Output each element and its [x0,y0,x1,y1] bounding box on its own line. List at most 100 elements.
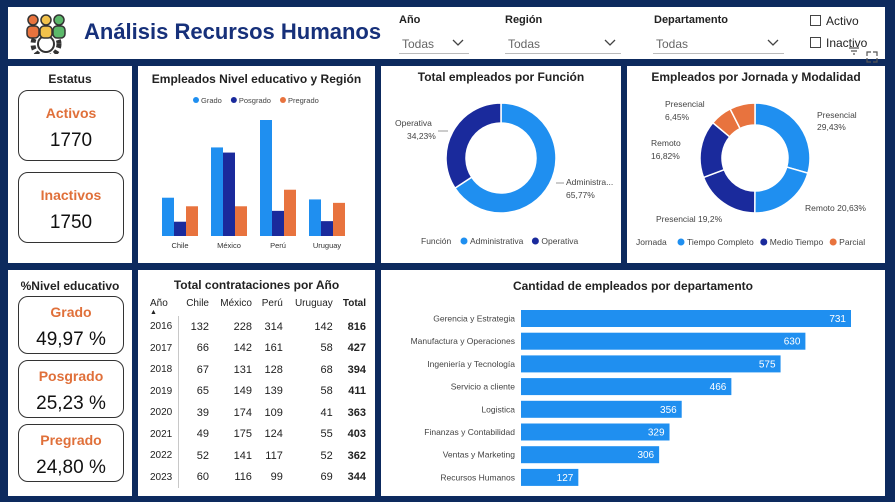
checkbox-activo[interactable]: Activo [810,14,859,28]
col-header-chile[interactable]: Chile [186,298,209,309]
checkbox-box[interactable] [810,37,821,48]
table-row: 2018 67 131 128 68 394 [147,359,369,381]
value-cell: 314 [264,320,283,333]
nivel-percent-panel: %Nivel educativo Grado 49,97 % Posgrado … [8,270,132,496]
chevron-down-icon [767,39,779,46]
checkbox-inactivo-label: Inactivo [826,36,868,50]
col-header-mexico[interactable]: México [220,298,252,309]
filter-icon[interactable] [847,44,861,58]
total-cell: 403 [347,428,366,441]
slice-label: Operativa [395,118,432,128]
value-cell: 65 [196,385,209,398]
x-tick-label: Chile [171,241,188,250]
total-cell: 427 [347,342,366,355]
team-gear-logo [26,14,66,54]
table-row: 2016 132 228 314 142 816 [147,316,369,338]
filter-region-value: Todas [508,37,541,51]
value-cell: 132 [190,320,209,333]
slice-pct: 16,82% [651,151,680,161]
sort-ascending-icon[interactable]: ▲ [150,309,157,316]
value-cell: 67 [196,363,209,376]
focus-mode-icon[interactable] [865,50,879,64]
slice-pct: 29,43% [817,122,846,132]
value-cell: 124 [264,428,283,441]
legend-marker [677,238,685,246]
col-header-uruguay[interactable]: Uruguay [294,298,333,309]
jornada-chart-panel: Empleados por Jornada y Modalidad Presen… [627,47,885,263]
bar [521,332,806,350]
col-header-total[interactable]: Total [342,298,366,309]
filter-year-value: Todas [402,37,435,51]
legend-label: Administrativa [470,236,524,246]
chart-title: Total empleados por Función [417,70,585,84]
legend-marker [230,97,237,103]
total-cell: 344 [347,471,366,484]
col-header-peru[interactable]: Perú [261,298,283,309]
filter-department-value: Todas [656,37,689,51]
pregrado-card: Pregrado 24,80 % [18,424,124,482]
grado-label: Grado [50,304,92,320]
bar [521,310,851,327]
value-cell: 174 [233,406,252,419]
bar-posgrado [223,152,235,236]
filter-year-dropdown[interactable]: Todas [399,32,469,54]
value-cell: 175 [233,428,252,441]
funcion-donut-chart: Administra... 65,77% Operativa 34,23% Funció… [395,102,613,246]
legend-marker [193,97,199,103]
total-cell: 816 [347,320,366,333]
legend-marker [279,97,286,103]
legend-marker [829,238,837,246]
table-row: 2019 65 149 139 58 411 [147,381,369,403]
slice-pct: 65,77% [566,190,595,200]
y-tick-label: Ventas y Marketing [443,450,516,460]
slice-label: Presencial [665,99,705,109]
value-cell: 117 [265,449,283,462]
bar-posgrado [272,210,284,236]
table-title: Total contrataciones por Año [173,278,340,292]
y-tick-label: Logistica [481,404,515,414]
bar-grado [260,120,272,236]
checkbox-inactivo[interactable]: Inactivo [810,36,867,50]
legend-label: Medio Tiempo [770,237,824,247]
posgrado-value: 25,23 % [36,393,106,414]
total-cell: 411 [348,385,366,398]
checkbox-box[interactable] [810,15,821,26]
year-cell: 2022 [150,450,173,462]
filter-region-dropdown[interactable]: Todas [505,32,621,54]
filter-department-dropdown[interactable]: Todas [653,32,784,54]
y-tick-label: Servicio a cliente [451,382,516,392]
chevron-down-icon [452,39,464,46]
departamento-bar-chart: Gerencia y Estrategia 731 Manufactura y Op… [411,310,851,486]
donut-slice-operativa [445,102,502,190]
table-row: 2023 60 116 99 69 344 [147,467,369,489]
table-header-row: Año ▲ Chile México Perú Uruguay Total [147,298,369,316]
value-cell: 131 [233,363,252,376]
table-row: 2017 66 142 161 58 427 [147,338,369,360]
value-cell: 58 [320,342,333,355]
status-panel: Estatus Activos 1770 Inactivos 1750 [8,66,132,263]
slice-label: Presencial [817,110,857,120]
grado-value: 49,97 % [36,329,106,350]
value-cell: 149 [233,385,252,398]
year-cell: 2016 [150,321,173,333]
chart-title: Empleados Nivel educativo y Región [151,72,362,86]
y-tick-label: Finanzas y Contabilidad [424,427,515,437]
col-header-year[interactable]: Año ▲ [147,298,179,316]
value-cell: 142 [314,320,333,333]
legend-marker [760,238,768,246]
x-tick-label: Perú [270,241,286,250]
col-header-label: Año [150,298,168,309]
total-cell: 362 [347,449,366,462]
grado-card: Grado 49,97 % [18,296,124,354]
filter-year-label: Año [399,14,421,26]
departamento-chart-panel: Cantidad de empleados por departamento G… [381,270,885,496]
x-tick-label: México [217,241,241,250]
bar-grado [211,147,223,236]
donut-slice [702,168,756,214]
legend-label: Grado [201,96,222,105]
chart-title: Cantidad de empleados por departamento [512,279,754,293]
data-label: 630 [784,337,801,348]
value-cell: 58 [320,385,333,398]
slice-label: Remoto [651,138,681,148]
donut-slice [729,102,756,130]
